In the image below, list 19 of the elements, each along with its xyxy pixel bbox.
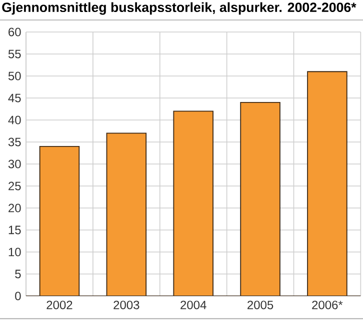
y-tick-label: 60 (8, 28, 21, 36)
x-tick-label: 2002 (46, 300, 72, 310)
y-tick-label: 10 (8, 248, 21, 256)
x-tick-label: 2003 (114, 300, 140, 310)
y-tick-label: 5 (15, 270, 21, 278)
x-tick-label: 2005 (248, 300, 274, 310)
y-tick-label: 45 (8, 94, 21, 102)
y-tick-label: 50 (8, 72, 21, 80)
y-tick-label: 20 (8, 204, 21, 212)
y-tick-label: 15 (8, 226, 21, 234)
y-tick-label: 35 (8, 138, 21, 146)
chart-title: Gjennomsnittleg buskapsstorleik, alspurker. 2002-2006* (2, 2, 356, 15)
y-tick-label: 40 (8, 116, 21, 124)
x-tick-label: 2004 (180, 300, 206, 310)
x-tick-label: 2006* (312, 300, 343, 310)
y-tick-label: 0 (15, 292, 21, 300)
y-tick-label: 25 (8, 182, 21, 190)
y-tick-label: 55 (8, 50, 21, 58)
y-tick-label: 30 (8, 160, 21, 168)
